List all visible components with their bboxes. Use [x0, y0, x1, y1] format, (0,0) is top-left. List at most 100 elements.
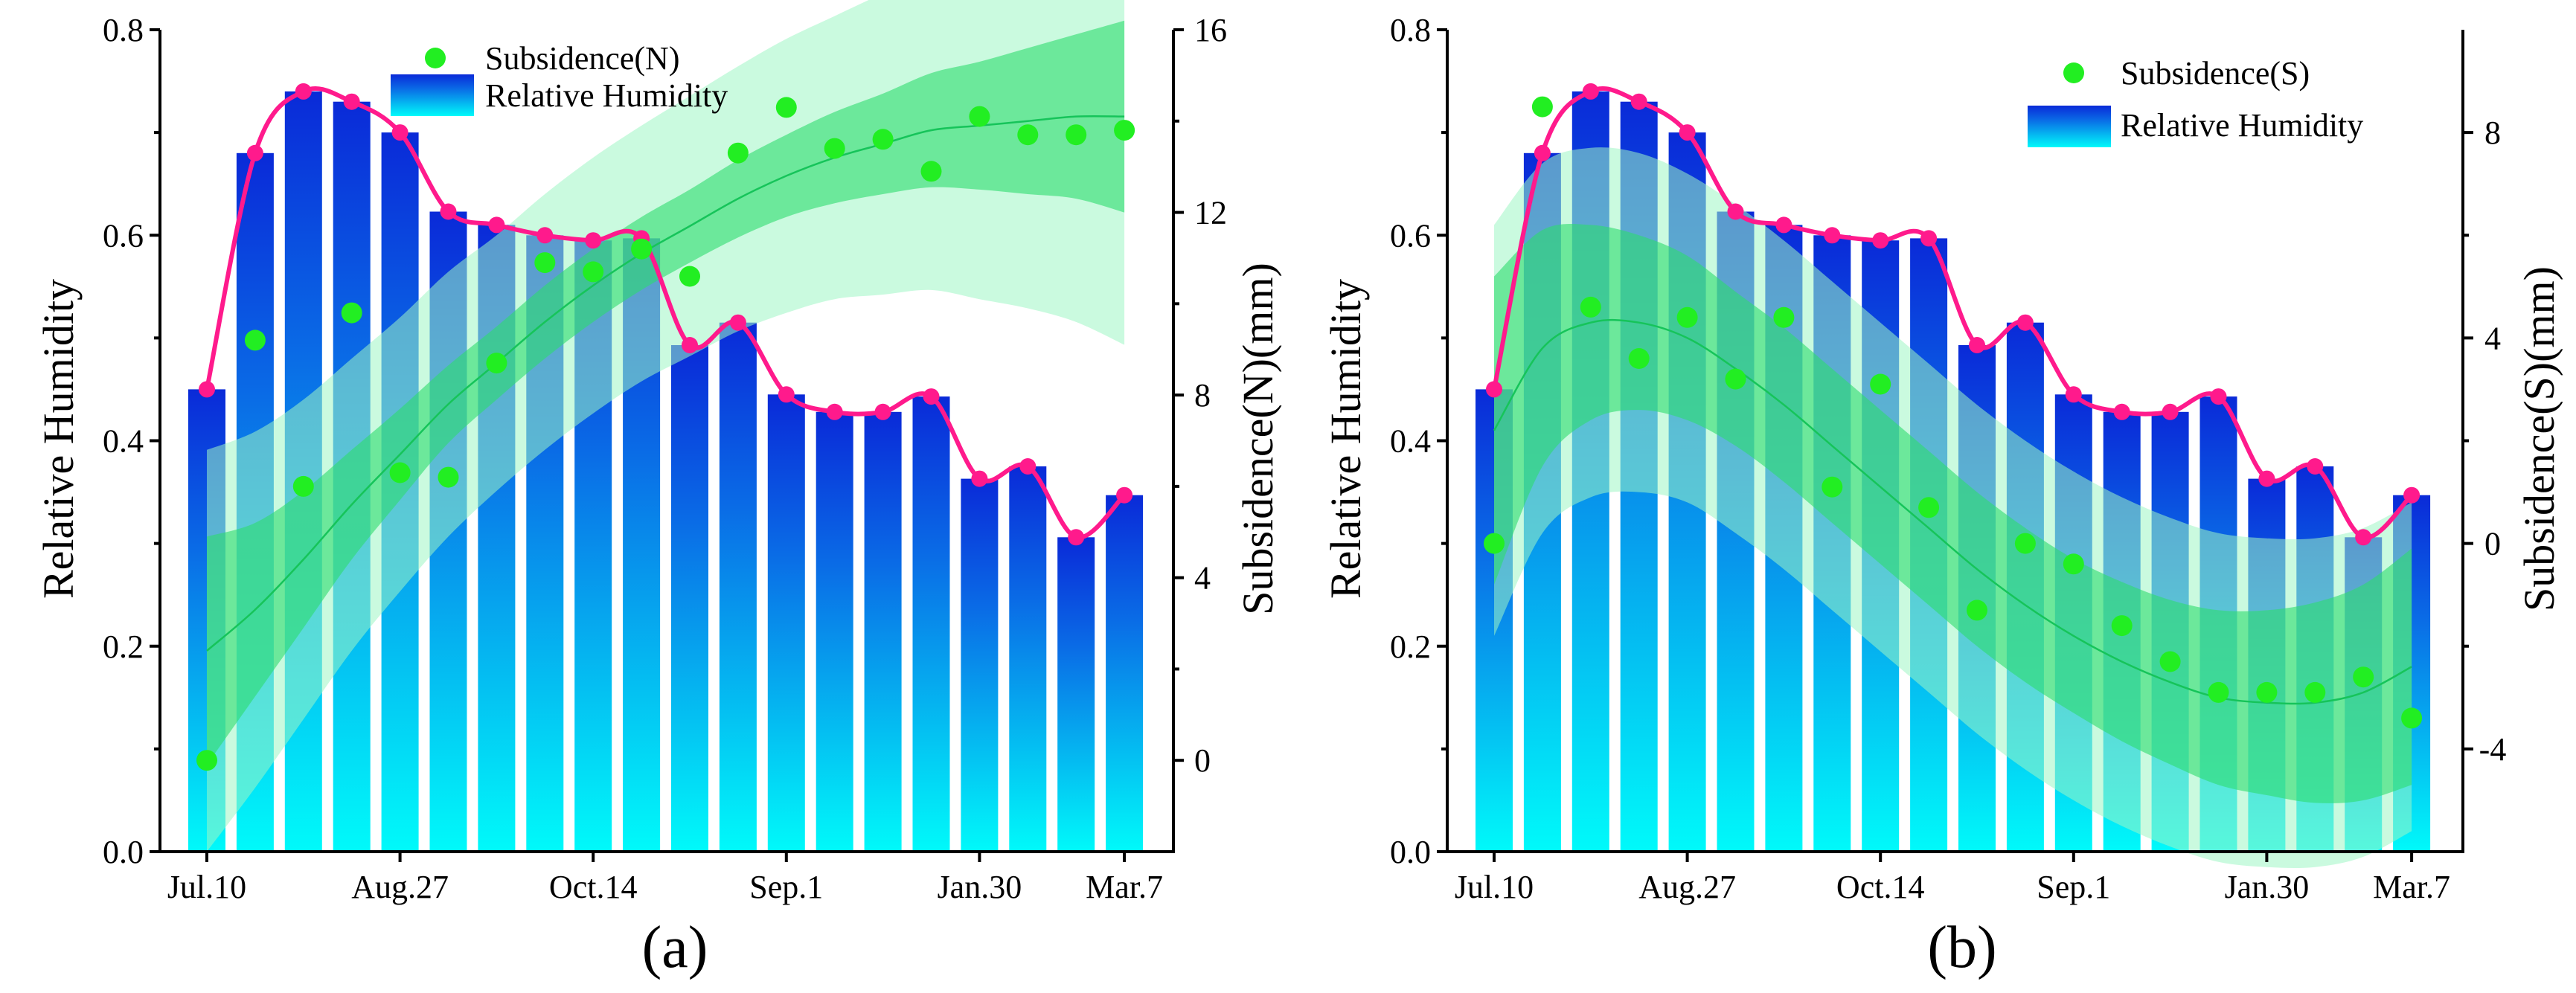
legend-point-marker	[2063, 62, 2084, 83]
subsidence-point	[969, 106, 990, 127]
right-tick-label: 8	[2484, 115, 2501, 151]
right-tick-label: 16	[1194, 12, 1227, 48]
axes: 0.0 0.2 0.4 0.6 0.8 0 4 8 12 16 Jul.10 Aug.27 Oct.14…	[103, 12, 1227, 905]
subsidence-point	[2208, 681, 2229, 703]
humidity-point	[1775, 216, 1792, 234]
left-tick-label: 0.4	[1390, 423, 1431, 460]
humidity-point	[2403, 486, 2420, 504]
x-tick-label: Mar.7	[2373, 869, 2450, 905]
bar	[1057, 537, 1095, 852]
subsidence-point	[341, 302, 362, 324]
subsidence-point	[679, 266, 700, 287]
legend: Subsidence(S) Relative Humidity	[2028, 55, 2363, 147]
x-tick-label: Aug.27	[351, 869, 449, 905]
humidity-point	[682, 337, 698, 353]
humidity-point	[1872, 232, 1889, 249]
humidity-point	[585, 232, 602, 249]
panel-label: (b)	[1927, 915, 1996, 980]
legend-bar-swatch	[2028, 106, 2111, 147]
subsidence-point	[1725, 368, 1746, 390]
left-tick-label: 0.6	[1390, 217, 1431, 254]
subsidence-point	[1580, 296, 1601, 318]
subsidence-point	[775, 97, 797, 118]
subsidence-point	[583, 261, 604, 283]
bar	[671, 345, 708, 852]
left-tick-label: 0.4	[103, 423, 144, 460]
axes: 0.0 0.2 0.4 0.6 0.8 -4 0 4 8 Jul.10 Aug.27 Oct.14 Se…	[1390, 12, 2506, 905]
humidity-point	[2258, 470, 2275, 487]
legend-point-marker	[425, 48, 446, 68]
right-tick-label: 0	[2484, 526, 2501, 562]
x-tick-label: Mar.7	[1086, 869, 1163, 905]
subsidence-point	[2304, 681, 2326, 703]
panel-label: (a)	[642, 915, 708, 980]
x-tick-label: Jul.10	[1455, 869, 1534, 905]
subsidence-point	[1531, 96, 1553, 118]
humidity-point	[2065, 386, 2082, 403]
humidity-point	[246, 144, 263, 161]
confidence-band	[1494, 224, 2412, 803]
subsidence-point	[920, 161, 942, 182]
subsidence-point	[292, 475, 314, 497]
subsidence-point	[196, 750, 217, 771]
left-tick-label: 0.2	[103, 629, 144, 665]
x-tick-label: Oct.14	[1836, 869, 1925, 905]
humidity-point	[971, 470, 988, 487]
prediction-band	[207, 0, 1125, 852]
subsidence-point	[1822, 476, 1843, 498]
subsidence-point	[1870, 373, 1891, 395]
right-tick-label: 12	[1194, 195, 1227, 231]
chart-panel-b: 0.0 0.2 0.4 0.6 0.8 -4 0 4 8 Jul.10 Aug.27 Oct.14 Se…	[1321, 12, 2563, 980]
right-axis-title: Subsidence(N)(mm)	[1234, 263, 1282, 615]
subsidence-point	[2256, 681, 2278, 703]
right-tick-label: 8	[1194, 377, 1211, 414]
subsidence-point	[824, 138, 845, 159]
subsidence-point	[1484, 533, 1505, 554]
bar	[912, 396, 950, 852]
humidity-point	[1920, 230, 1938, 247]
humidity-point	[729, 314, 746, 331]
bar	[767, 394, 805, 852]
humidity-point	[391, 124, 408, 141]
legend-label-relative-humidity: Relative Humidity	[485, 77, 728, 114]
bar	[864, 411, 902, 852]
humidity-point	[923, 388, 940, 405]
humidity-point	[440, 203, 457, 220]
humidity-point	[778, 386, 795, 403]
subsidence-point	[2111, 615, 2133, 637]
plot-area	[188, 0, 1144, 852]
humidity-point	[1679, 124, 1696, 141]
plot-area	[1476, 83, 2431, 869]
subsidence-point	[1773, 306, 1795, 328]
left-tick-label: 0.6	[103, 217, 144, 254]
left-tick-label: 0.2	[1390, 629, 1431, 665]
subsidence-point	[1967, 600, 1987, 621]
subsidence-point	[389, 462, 411, 483]
bar	[719, 322, 757, 852]
x-tick-label: Sep.1	[2037, 869, 2110, 905]
humidity-point	[199, 381, 215, 398]
bar	[816, 411, 853, 852]
x-tick-label: Sep.1	[749, 869, 823, 905]
subsidence-point	[244, 330, 266, 351]
subsidence-point	[1676, 306, 1698, 328]
x-tick-label: Oct.14	[549, 869, 638, 905]
subsidence-point	[486, 353, 507, 374]
subsidence-point	[727, 142, 749, 164]
humidity-point	[2162, 403, 2179, 420]
humidity-point	[1116, 486, 1133, 504]
fit-line	[1493, 318, 2412, 705]
humidity-point	[1019, 458, 1037, 475]
subsidence-point	[1017, 124, 1039, 146]
subsidence-point	[438, 466, 459, 488]
bar	[1009, 466, 1047, 852]
left-tick-label: 0.8	[1390, 12, 1431, 48]
legend-label-relative-humidity: Relative Humidity	[2121, 107, 2363, 144]
humidity-point	[488, 216, 505, 234]
humidity-point	[536, 227, 554, 244]
humidity-point	[1727, 203, 1744, 220]
subsidence-point	[2014, 533, 2036, 554]
legend-label-subsidence: Subsidence(S)	[2121, 55, 2310, 91]
right-tick-label: 0	[1194, 742, 1211, 779]
